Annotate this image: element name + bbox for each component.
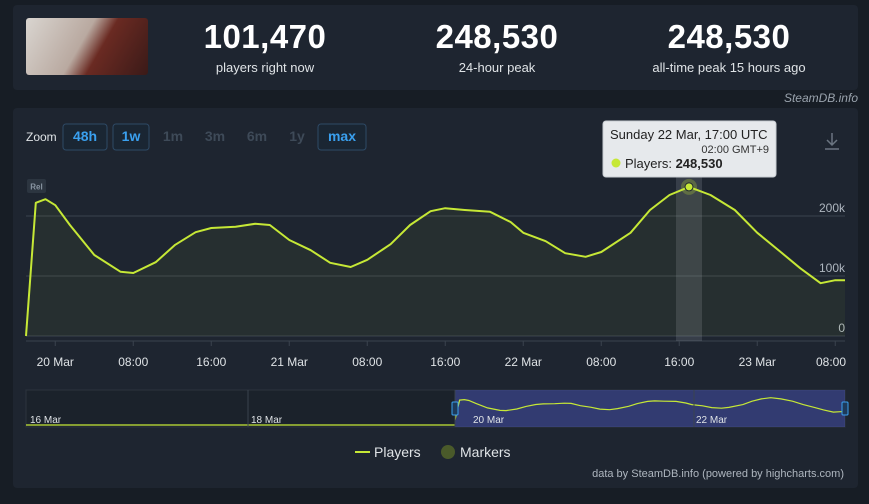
y-tick-label: 100k	[819, 261, 846, 275]
zoom-button[interactable]	[317, 123, 367, 151]
zoom-button-label[interactable]: 6m	[247, 128, 267, 144]
series-line	[25, 185, 845, 337]
stat: 248,530 all-time peak 15 hours ago	[619, 18, 839, 75]
stats-panel	[13, 5, 858, 90]
tooltip	[602, 120, 777, 178]
navigator-label: 22 Mar	[696, 415, 728, 426]
badge-label: Rel	[30, 183, 42, 192]
navigator-selection	[455, 390, 845, 427]
zoom-button-label[interactable]: 1y	[289, 128, 305, 144]
x-tick-label: 16:00	[664, 355, 694, 369]
zoom-button-label[interactable]: 3m	[205, 128, 225, 144]
zoom-label: Zoom	[26, 130, 57, 144]
x-tick-label: 08:00	[816, 355, 846, 369]
tooltip-body: Players: 248,530	[625, 156, 723, 171]
zoom-button-label[interactable]: 1w	[122, 128, 141, 144]
navigator-line	[26, 397, 845, 426]
legend-label[interactable]: Players	[374, 444, 421, 460]
navigator-handle[interactable]	[841, 401, 849, 416]
navigator-handle[interactable]	[451, 401, 459, 416]
x-tick-label: 23 Mar	[739, 355, 776, 369]
x-tick-label: 16:00	[196, 355, 226, 369]
y-tick-label: 0	[838, 321, 845, 335]
stat-value: 248,530	[435, 18, 559, 55]
hover-point	[684, 182, 694, 192]
series-area	[26, 186, 845, 336]
zoom-button[interactable]	[62, 123, 108, 151]
stat-label: 24-hour peak	[458, 60, 536, 75]
game-image	[26, 18, 148, 75]
x-tick-label: 08:00	[118, 355, 148, 369]
x-tick-label: 22 Mar	[505, 355, 542, 369]
zoom-button[interactable]	[112, 123, 150, 151]
zoom-button-label[interactable]: 48h	[73, 128, 97, 144]
stat-value: 248,530	[667, 18, 791, 55]
x-tick-label: 16:00	[430, 355, 460, 369]
credits: data by SteamDB.info (powered by highcha…	[592, 468, 844, 480]
tooltip-dot	[611, 158, 621, 168]
navigator-label: 16 Mar	[30, 415, 62, 426]
download-icon	[825, 133, 839, 150]
navigator-label: 20 Mar	[473, 415, 505, 426]
stat-value: 101,470	[203, 18, 327, 55]
tooltip-subtitle: 02:00 GMT+9	[701, 144, 769, 156]
stat-label: all-time peak 15 hours ago	[652, 60, 806, 75]
legend-symbol	[441, 445, 455, 459]
tooltip-value: 248,530	[676, 156, 723, 171]
badge	[27, 179, 46, 193]
zoom-button-label[interactable]: 1m	[163, 128, 183, 144]
stat: 101,470 players right now	[155, 18, 375, 75]
stat: 248,530 24-hour peak	[387, 18, 607, 75]
x-tick-label: 08:00	[586, 355, 616, 369]
x-tick-label: 08:00	[352, 355, 382, 369]
navigator-label: 18 Mar	[251, 415, 283, 426]
hover-band	[676, 162, 702, 341]
stat-label: players right now	[215, 60, 315, 75]
x-tick-label: 21 Mar	[271, 355, 308, 369]
zoom-button-label[interactable]: max	[328, 128, 356, 144]
legend-label[interactable]: Markers	[460, 444, 511, 460]
y-tick-label: 200k	[819, 201, 846, 215]
x-tick-label: 20 Mar	[37, 355, 74, 369]
tooltip-series: Players:	[625, 156, 676, 171]
source: SteamDB.info	[783, 91, 858, 105]
tooltip-title: Sunday 22 Mar, 17:00 UTC	[610, 127, 768, 142]
